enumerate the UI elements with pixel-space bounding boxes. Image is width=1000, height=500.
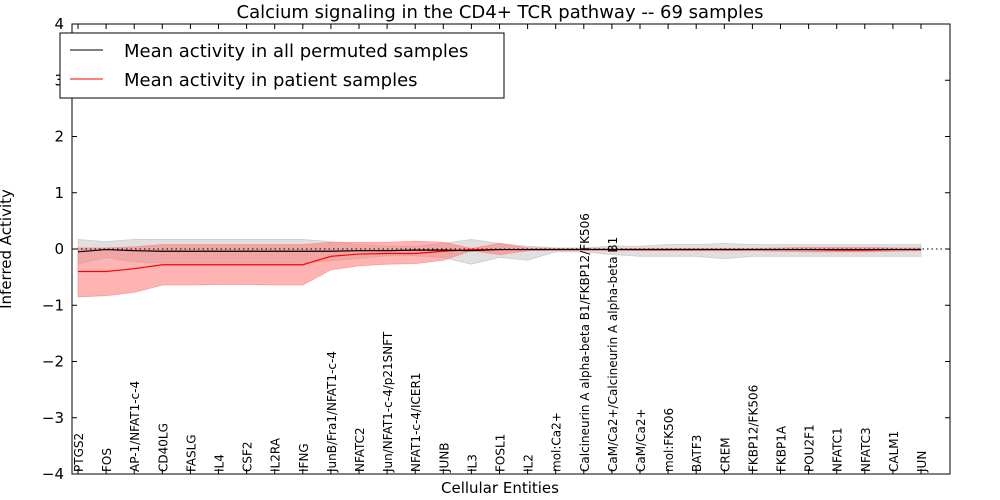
x-category-label: JUN <box>915 451 929 473</box>
x-category-label: CREM <box>718 437 732 472</box>
y-tick-label: 3 <box>54 71 64 89</box>
x-category-label: AP-1/NFAT1-c-4 <box>128 381 142 472</box>
y-tick-label: 1 <box>54 184 64 202</box>
x-category-label: CALM1 <box>887 431 901 472</box>
x-category-label: NFATC2 <box>353 427 367 472</box>
x-category-label: IL2RA <box>269 437 283 472</box>
y-tick-label: 0 <box>54 240 64 258</box>
legend-box <box>59 32 505 99</box>
x-category-label: mol:FK506 <box>662 408 676 472</box>
x-category-label: IL4 <box>213 454 227 472</box>
x-category-label: IL2 <box>522 454 536 472</box>
y-tick-label: −4 <box>42 465 64 483</box>
x-category-label: NFATC3 <box>859 427 873 472</box>
y-tick-label: 4 <box>54 15 64 33</box>
x-category-label: PTGS2 <box>72 433 86 472</box>
x-category-label: POU2F1 <box>803 424 817 472</box>
x-category-label: FOSL1 <box>494 434 508 472</box>
legend: Mean activity in all permuted samples Me… <box>59 32 505 99</box>
band-patient <box>77 240 922 298</box>
y-tick-label: −2 <box>42 353 64 371</box>
x-category-label: CSF2 <box>241 441 255 472</box>
legend-label-permuted: Mean activity in all permuted samples <box>124 41 468 62</box>
x-axis-category-labels: PTGS2 FOS AP-1/NFAT1-c-4 CD40LG FASLG IL4 CSF2… <box>72 213 929 473</box>
y-tick-label: −1 <box>42 296 64 314</box>
x-category-label: IFNG <box>297 443 311 472</box>
x-category-label: FKBP12/FK506 <box>746 385 760 472</box>
confidence-bands <box>77 239 922 298</box>
line-permuted-mean <box>77 248 921 253</box>
chart-title: Calcium signaling in the CD4+ TCR pathwa… <box>237 2 764 23</box>
series-lines <box>77 248 921 273</box>
y-axis: 4 3 2 1 0 −1 −2 −3 −4 <box>42 15 950 483</box>
x-category-label: FASLG <box>184 434 198 472</box>
x-category-label: Jun/NFAT1-c-4/p21SNFT <box>381 331 395 473</box>
x-axis-label: Cellular Entities <box>441 479 559 497</box>
x-category-label: NFAT1-c-4/ICER1 <box>409 373 423 472</box>
x-category-label: JunB/Fra1/NFAT1-c-4 <box>325 351 339 473</box>
x-category-label: NFATC1 <box>831 427 845 472</box>
x-category-label: CD40LG <box>156 423 170 472</box>
x-category-label: FOS <box>100 448 114 472</box>
legend-label-patient: Mean activity in patient samples <box>124 70 418 91</box>
x-category-label: CaM/Ca2+/Calcineurin A alpha-beta B1 <box>606 237 620 472</box>
y-axis-label: Inferred Activity <box>0 189 15 309</box>
x-category-label: JUNB <box>437 442 451 473</box>
y-tick-label: 2 <box>54 128 64 146</box>
y-tick-label: −3 <box>42 409 64 427</box>
x-category-label: FKBP1A <box>775 425 789 472</box>
x-axis-ticks <box>77 24 922 474</box>
x-category-label: BATF3 <box>690 435 704 472</box>
x-category-label: mol:Ca2+ <box>550 412 564 472</box>
x-category-label: CaM/Ca2+ <box>634 408 648 472</box>
x-category-label: IL3 <box>465 454 479 472</box>
x-category-label: Calcineurin A alpha-beta B1/FKBP12/FK506 <box>578 213 592 472</box>
